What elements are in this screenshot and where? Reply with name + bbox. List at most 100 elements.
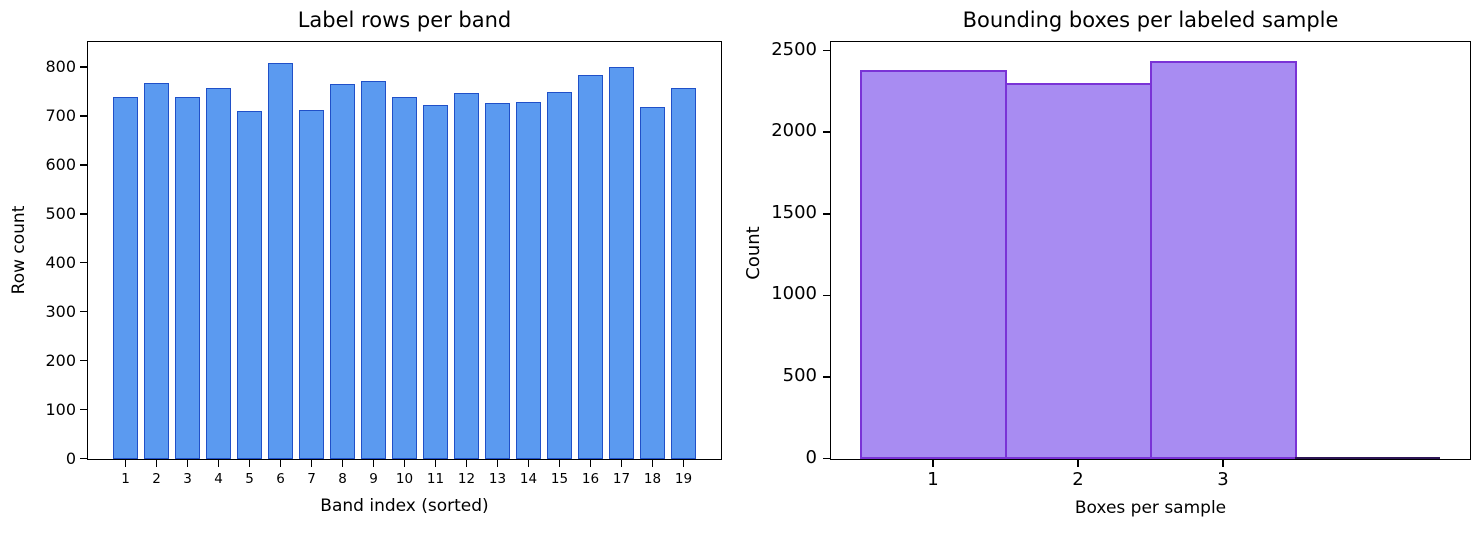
bar [205, 88, 231, 459]
x-tick-label: 17 [612, 471, 631, 487]
x-tick-label: 12 [457, 471, 476, 487]
x-tick-mark [620, 460, 623, 467]
y-axis-label: Count [743, 226, 764, 280]
x-tick-label: 10 [395, 471, 414, 487]
chart-title: Label rows per band [297, 8, 512, 32]
x-tick-mark [434, 460, 437, 467]
y-tick-mark [823, 294, 830, 297]
plot-area [830, 41, 1471, 460]
x-tick-mark [155, 460, 158, 467]
y-tick-mark [823, 49, 830, 52]
x-tick-label: 1 [121, 471, 130, 487]
x-tick-mark [682, 460, 685, 467]
x-tick-mark [527, 460, 530, 467]
histogram-bounding-boxes-per-sample: Bounding boxes per labeled sample Count … [741, 0, 1482, 533]
bar [422, 105, 448, 459]
x-tick-label: 2 [152, 471, 161, 487]
bar [484, 102, 510, 459]
x-tick-mark [341, 460, 344, 467]
x-tick-label: 1 [927, 469, 939, 490]
x-tick-mark [403, 460, 406, 467]
histogram-bin [860, 70, 1007, 459]
bar [112, 96, 138, 459]
x-tick-label: 7 [307, 471, 316, 487]
x-tick-label: 3 [183, 471, 192, 487]
bar [143, 83, 169, 459]
y-tick-label: 1500 [771, 201, 817, 223]
x-tick-label: 5 [245, 471, 254, 487]
x-tick-mark [310, 460, 313, 467]
x-tick-mark [124, 460, 127, 467]
y-tick-mark [80, 164, 87, 166]
bar [298, 109, 324, 459]
y-tick-label: 2500 [771, 38, 817, 60]
y-tick-label: 300 [45, 301, 76, 321]
y-tick-mark [80, 213, 87, 215]
x-axis-label: Boxes per sample [1074, 498, 1227, 518]
x-tick-label: 11 [426, 471, 445, 487]
bar [515, 101, 541, 459]
y-tick-label: 0 [805, 446, 817, 468]
x-tick-mark [279, 460, 282, 467]
y-tick-label: 400 [45, 252, 76, 272]
x-tick-label: 3 [1217, 469, 1229, 490]
x-tick-label: 16 [581, 471, 600, 487]
y-tick-mark [823, 131, 830, 133]
x-tick-mark [558, 460, 561, 467]
x-axis-label: Band index (sorted) [320, 496, 489, 516]
bar [267, 62, 293, 459]
x-tick-label: 15 [550, 471, 569, 487]
y-tick-mark [80, 457, 87, 460]
bar [453, 92, 479, 459]
y-tick-label: 1000 [771, 283, 817, 305]
x-tick-label: 14 [519, 471, 538, 487]
histogram-bin [1150, 61, 1297, 459]
x-tick-label: 8 [338, 471, 347, 487]
bar [670, 88, 696, 459]
bar [546, 91, 572, 459]
y-tick-label: 500 [782, 364, 817, 386]
y-tick-label: 700 [45, 105, 76, 125]
bar [608, 67, 634, 459]
x-tick-label: 19 [674, 471, 693, 487]
x-tick-mark [1222, 460, 1224, 467]
y-tick-mark [80, 66, 87, 68]
x-tick-label: 2 [1072, 469, 1084, 490]
x-tick-mark [932, 460, 934, 467]
bar [391, 96, 417, 459]
y-tick-mark [823, 457, 830, 460]
bar [360, 81, 386, 459]
y-tick-mark [80, 359, 87, 362]
y-tick-label: 800 [45, 56, 76, 76]
y-tick-label: 0 [65, 448, 76, 468]
y-tick-mark [80, 261, 87, 264]
y-tick-mark [823, 376, 830, 378]
x-tick-mark [372, 460, 375, 467]
x-tick-mark [651, 460, 654, 467]
chart-title: Bounding boxes per labeled sample [962, 8, 1339, 32]
x-tick-mark [465, 460, 468, 467]
histogram-bin [1005, 82, 1152, 459]
y-tick-mark [823, 213, 830, 215]
x-tick-mark [248, 460, 251, 467]
x-tick-label: 13 [488, 471, 507, 487]
x-tick-label: 9 [369, 471, 378, 487]
bar [639, 106, 665, 459]
x-tick-label: 4 [214, 471, 223, 487]
y-tick-label: 2000 [771, 120, 817, 142]
x-tick-mark [496, 460, 499, 467]
x-tick-label: 18 [643, 471, 662, 487]
bar [329, 84, 355, 459]
x-tick-label: 6 [276, 471, 285, 487]
bar-chart-label-rows-per-band: Label rows per band Row count Band index… [9, 8, 722, 516]
y-tick-label: 600 [45, 154, 76, 174]
bar [174, 96, 200, 459]
histogram-bin-tiny [1295, 456, 1440, 459]
x-tick-mark [1077, 460, 1079, 467]
bar [236, 110, 262, 459]
y-tick-label: 100 [45, 399, 76, 419]
plot-area [87, 41, 722, 460]
y-tick-mark [80, 408, 87, 411]
y-tick-label: 200 [45, 350, 76, 370]
